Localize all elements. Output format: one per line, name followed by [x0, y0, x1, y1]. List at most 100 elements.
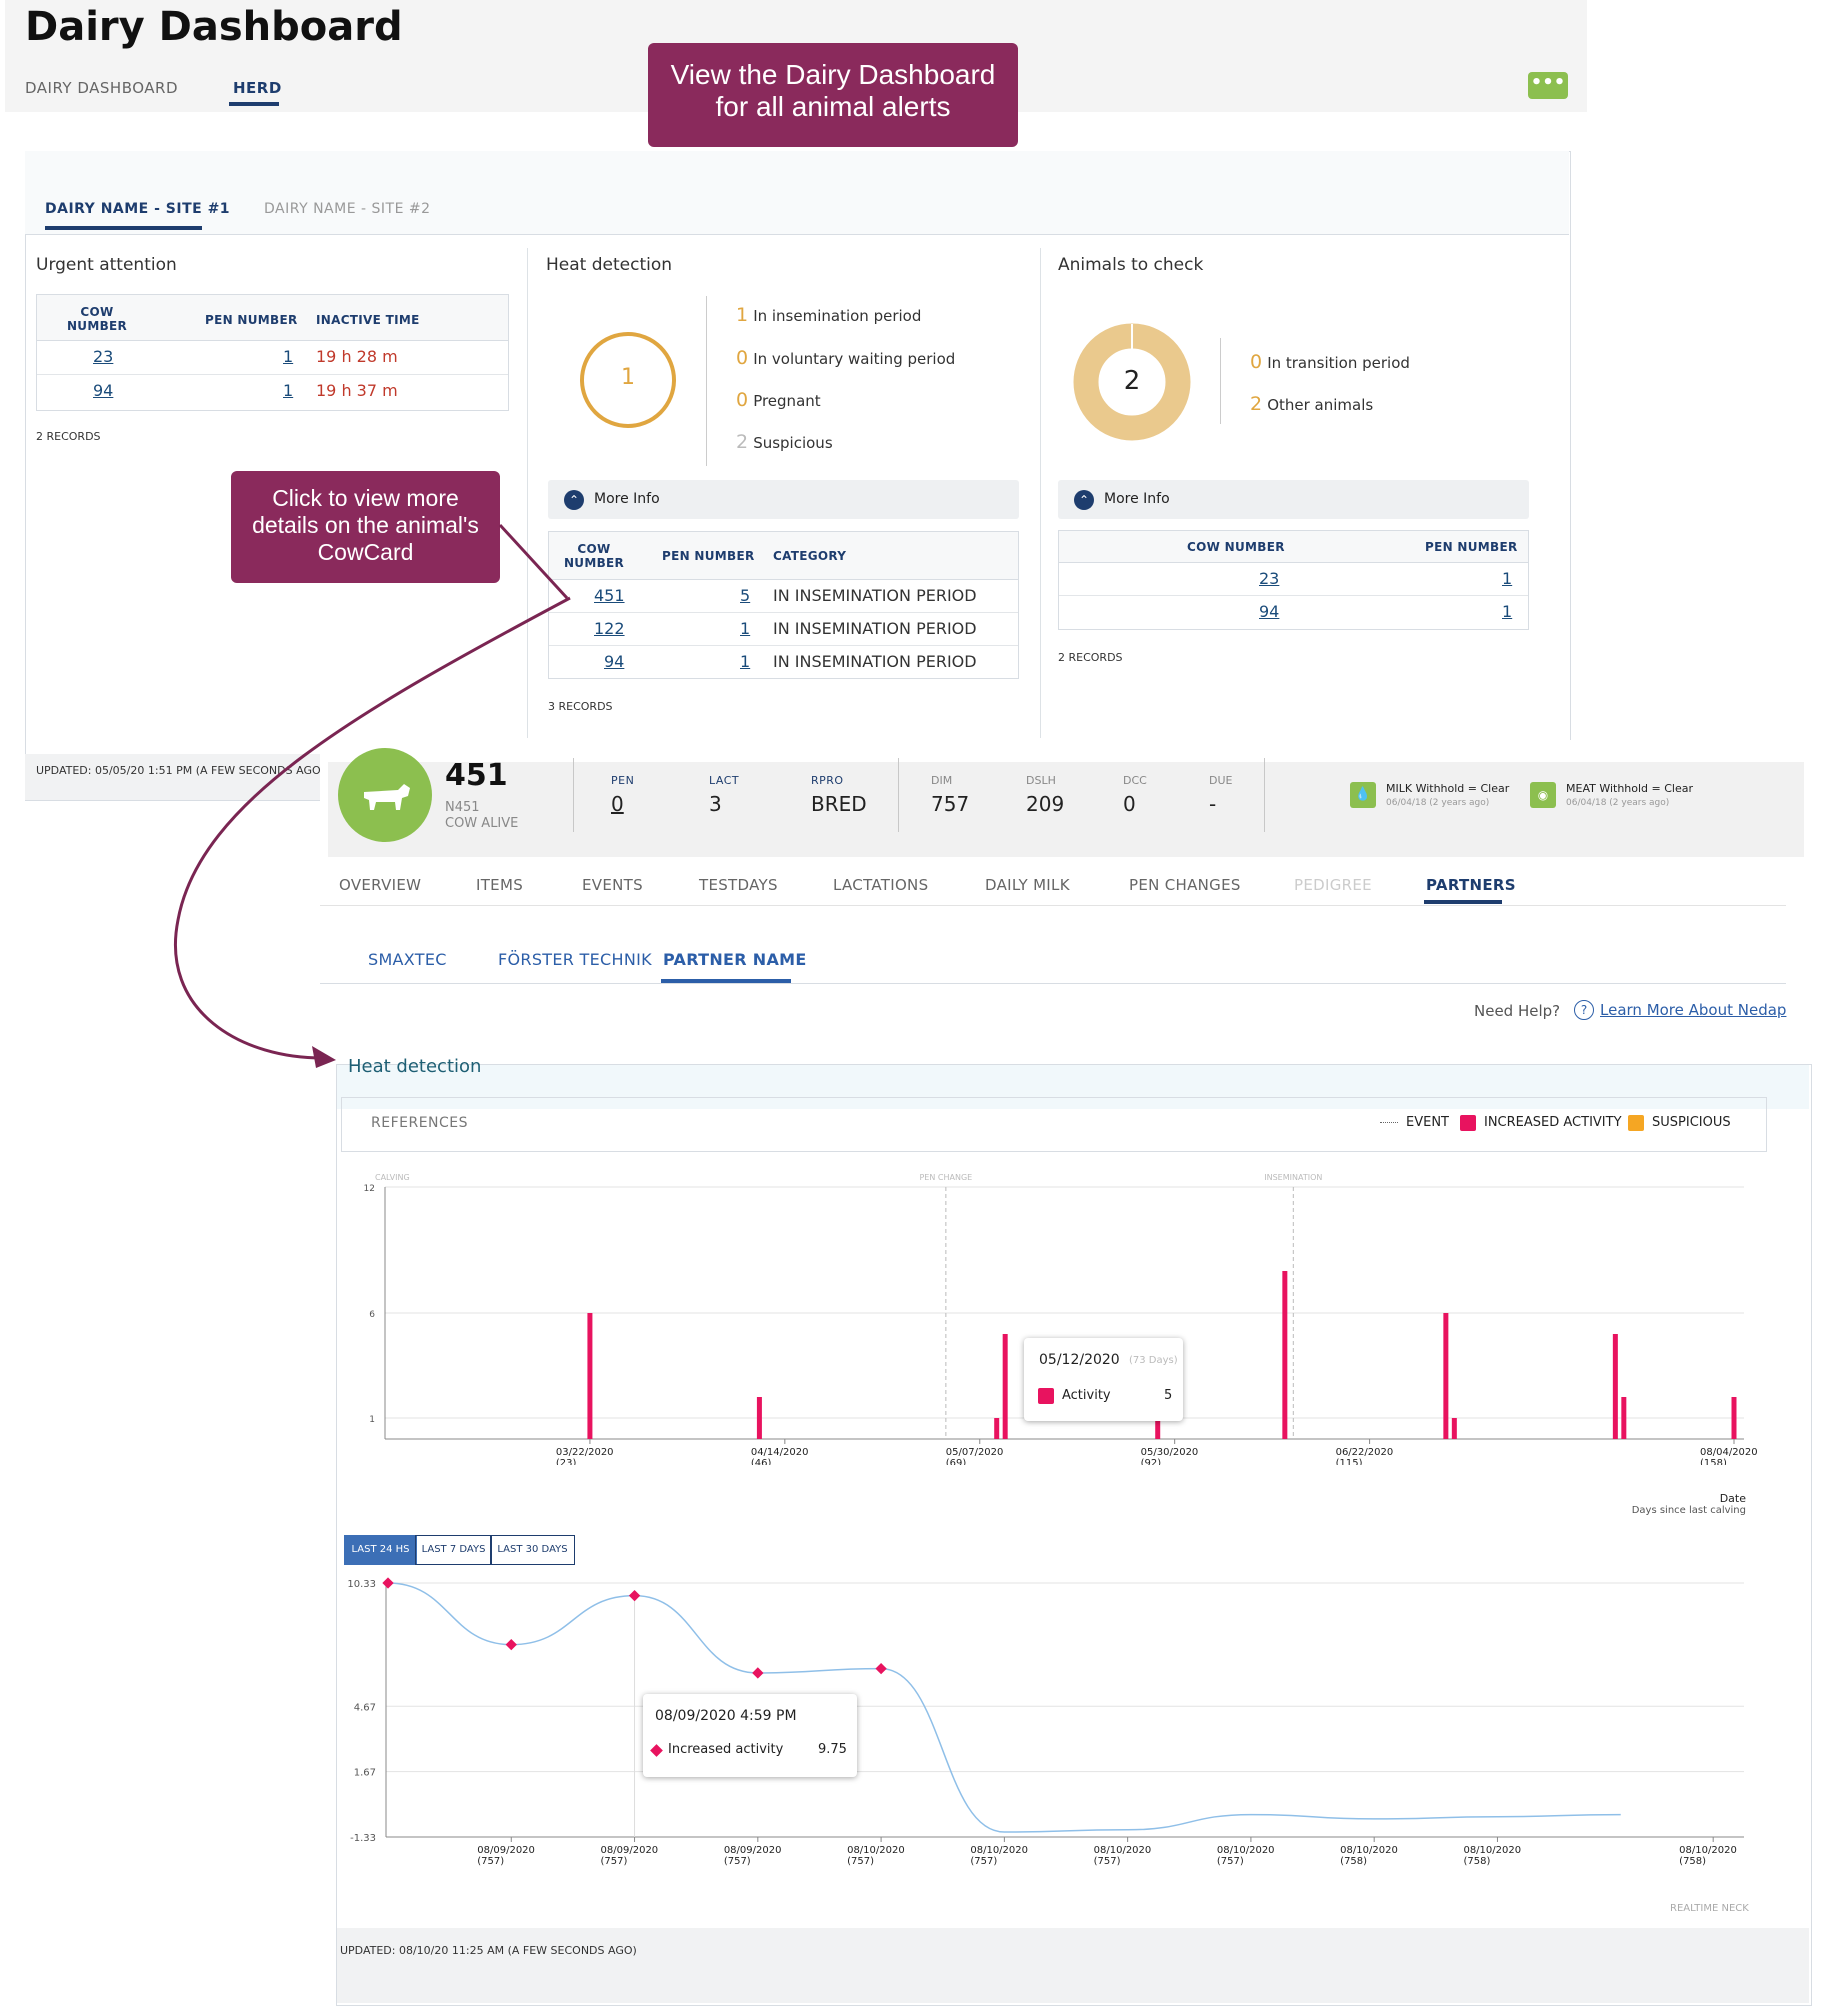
- cow-status: COW ALIVE: [445, 816, 519, 831]
- table-row: 122 1 IN INSEMINATION PERIOD: [549, 613, 1018, 646]
- stat-label-dim: DIM: [931, 774, 953, 787]
- need-help-label: Need Help?: [1474, 1002, 1561, 1020]
- tab-items[interactable]: ITEMS: [476, 876, 524, 894]
- activity-bar: [1002, 1334, 1008, 1439]
- increased-activity-point: [505, 1638, 517, 1651]
- tab-pen-changes[interactable]: PEN CHANGES: [1129, 876, 1241, 894]
- stat-label-dslh: DSLH: [1026, 774, 1056, 787]
- tab-dairy-dashboard[interactable]: DAIRY DASHBOARD: [25, 79, 179, 97]
- check-table: COW NUMBER PEN NUMBER 23 1 94 1: [1058, 530, 1529, 630]
- cow-number-link[interactable]: 94: [1259, 602, 1280, 621]
- pen-number-link[interactable]: 1: [740, 619, 751, 638]
- stat-value-dcc: 0: [1123, 792, 1136, 816]
- callout-dashboard: View the Dairy Dashboard for all animal …: [648, 43, 1018, 147]
- x-tick-date: 08/10/2020: [1463, 1845, 1521, 1856]
- col-pen-number: PEN NUMBER: [662, 549, 755, 563]
- pen-number-link[interactable]: 1: [283, 381, 294, 400]
- more-options-button[interactable]: •••: [1528, 72, 1568, 99]
- heat-updated-bar: [337, 1928, 1809, 2003]
- references-bar: [341, 1097, 1767, 1152]
- category-text: IN INSEMINATION PERIOD: [773, 619, 977, 638]
- cow-number-link[interactable]: 451: [594, 586, 625, 605]
- heat-table: COW NUMBER PEN NUMBER CATEGORY 451 5 IN I…: [548, 531, 1019, 679]
- x-tick-day: (757): [847, 1856, 874, 1867]
- heat-donut-value: 1: [621, 365, 635, 390]
- range-last-7-days[interactable]: LAST 7 DAYS: [415, 1535, 492, 1565]
- pen-number-link[interactable]: 1: [1502, 569, 1513, 588]
- footer-tag: REALTIME NECK: [1670, 1903, 1749, 1914]
- heat-more-info-toggle[interactable]: ⌃ More Info: [548, 480, 1019, 519]
- table-row: 94 1 IN INSEMINATION PERIOD: [549, 646, 1018, 678]
- tab-herd[interactable]: HERD: [233, 79, 282, 97]
- activity-bar: [1731, 1397, 1737, 1439]
- range-last-30-days[interactable]: LAST 30 DAYS: [490, 1535, 575, 1565]
- tooltip-swatch: [1038, 1388, 1054, 1404]
- milk-drop-icon: 💧: [1350, 782, 1376, 808]
- cow-number-link[interactable]: 94: [604, 652, 625, 671]
- y-tick-label: 1: [369, 1415, 375, 1425]
- partner-tabs-line: [320, 983, 1786, 984]
- tab-forster-technik[interactable]: FÖRSTER TECHNIK: [498, 950, 652, 969]
- animals-to-check-title: Animals to check: [1058, 255, 1204, 275]
- callout-cowcard: Click to view more details on the animal…: [231, 471, 500, 583]
- stat-label-lact: LACT: [709, 774, 740, 787]
- x-tick-date: 08/10/2020: [1217, 1845, 1275, 1856]
- cow-number-link[interactable]: 23: [93, 347, 114, 366]
- milk-withhold: MILK Withhold = Clear: [1386, 782, 1510, 795]
- milk-withhold-date: 06/04/18 (2 years ago): [1386, 798, 1490, 808]
- site-tabs-bar: [25, 151, 1569, 235]
- activity-line-chart: 10.334.671.67-1.3308/09/2020(757)08/09/2…: [347, 1577, 1744, 1867]
- increased-activity-point: [382, 1577, 394, 1589]
- heat-panel-title: Heat detection: [348, 1056, 482, 1077]
- stat-value-pen[interactable]: 0: [611, 792, 624, 816]
- col-inactive-time: INACTIVE TIME: [316, 313, 420, 327]
- legend-divider: [1220, 338, 1221, 424]
- heat-legend-item: 0 Pregnant: [736, 389, 821, 411]
- tab-partners[interactable]: PARTNERS: [1426, 876, 1516, 894]
- tab-site-2[interactable]: DAIRY NAME - SITE #2: [264, 201, 431, 217]
- activity-bar-chart: 12 6 1 CALVING PEN CHANGE INSEMINATION 03/22/2…: [364, 1173, 1758, 1465]
- heat-legend-item: 2 Suspicious: [736, 431, 833, 453]
- x-tick-date: 08/09/2020: [724, 1845, 782, 1856]
- range-last-24hs[interactable]: LAST 24 HS: [344, 1535, 417, 1565]
- y-tick-label: 12: [364, 1184, 375, 1194]
- tab-testdays[interactable]: TESTDAYS: [699, 876, 778, 894]
- tab-partner-name[interactable]: PARTNER NAME: [663, 950, 807, 969]
- event-label: PEN CHANGE: [919, 1173, 972, 1182]
- column-divider: [1040, 248, 1041, 738]
- tab-site-1[interactable]: DAIRY NAME - SITE #1: [45, 201, 231, 217]
- y-tick-label: 10.33: [347, 1579, 376, 1590]
- stat-value-due: -: [1209, 792, 1217, 816]
- header-divider: [898, 758, 899, 832]
- tab-events[interactable]: EVENTS: [582, 876, 643, 894]
- activity-bar: [994, 1418, 1000, 1439]
- learn-more-link[interactable]: Learn More About Nedap: [1600, 1001, 1787, 1019]
- x-tick-day: (758): [1340, 1856, 1367, 1867]
- table-row: 23 1: [1059, 563, 1528, 596]
- tab-overview[interactable]: OVERVIEW: [339, 876, 422, 894]
- x-tick-date: 08/10/2020: [970, 1845, 1028, 1856]
- tooltip2-value: 9.75: [818, 1742, 847, 1757]
- heat-legend-item: 0 In voluntary waiting period: [736, 347, 956, 369]
- tab-lactations[interactable]: LACTATIONS: [833, 876, 929, 894]
- check-more-info-toggle[interactable]: ⌃ More Info: [1058, 480, 1529, 519]
- table-row: 94 1: [1059, 596, 1528, 628]
- tooltip2-date: 08/09/2020 4:59 PM: [655, 1708, 797, 1724]
- pen-number-link[interactable]: 1: [1502, 602, 1513, 621]
- cow-number-link[interactable]: 94: [93, 381, 114, 400]
- tab-partner-underline: [661, 979, 791, 983]
- pen-number-link[interactable]: 1: [740, 652, 751, 671]
- pen-number-link[interactable]: 1: [283, 347, 294, 366]
- y-tick-label: 6: [369, 1310, 375, 1320]
- tab-daily-milk[interactable]: DAILY MILK: [985, 876, 1070, 894]
- pen-number-link[interactable]: 5: [740, 586, 751, 605]
- tab-smaxtec[interactable]: SMAXTEC: [368, 950, 447, 969]
- legend-increased-activity: INCREASED ACTIVITY: [1484, 1115, 1622, 1130]
- cow-number-link[interactable]: 23: [1259, 569, 1280, 588]
- x-tick-day: (757): [724, 1856, 751, 1867]
- line-tooltip: 08/09/2020 4:59 PM Increased activity 9.…: [643, 1694, 857, 1777]
- diamond-icon: [650, 1744, 663, 1757]
- meat-icon: ◉: [1530, 782, 1556, 808]
- tab-pedigree: PEDIGREE: [1294, 876, 1372, 894]
- cow-number-link[interactable]: 122: [594, 619, 625, 638]
